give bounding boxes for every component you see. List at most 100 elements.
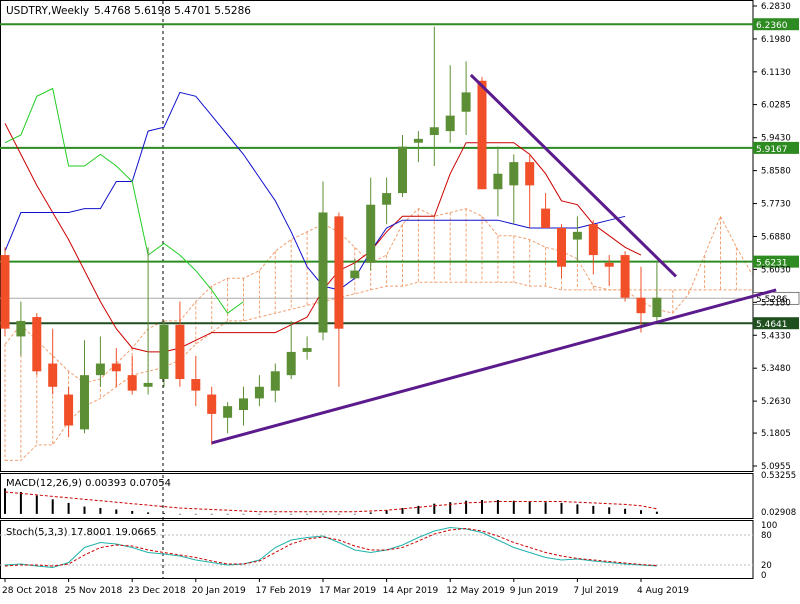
- macd-bar: [67, 502, 70, 514]
- macd-bar: [417, 505, 420, 514]
- candle-body: [143, 382, 153, 387]
- macd-bar: [608, 507, 611, 514]
- price-tick-label: 5.5180: [761, 298, 791, 308]
- macd-bar: [99, 508, 102, 514]
- macd-bar: [655, 511, 658, 514]
- macd-bar: [481, 500, 483, 514]
- candle-body: [620, 255, 630, 298]
- ohlc-label: 5.4768 5.6198 5.4701 5.5286: [94, 5, 251, 17]
- level-tag: [753, 141, 799, 154]
- macd-bar: [115, 509, 118, 514]
- macd-bar: [512, 500, 515, 514]
- candle-body: [572, 231, 582, 240]
- level-tag-label: 5.9167: [756, 145, 788, 155]
- candle-body: [191, 379, 201, 391]
- candle-body: [0, 255, 10, 329]
- macd-bar: [369, 512, 372, 514]
- macd-bar: [528, 501, 531, 514]
- candle-body: [398, 146, 407, 194]
- candle-body: [64, 394, 74, 426]
- macd-bar: [592, 505, 595, 514]
- price-tick-label: 5.2630: [761, 397, 791, 407]
- trendline: [211, 288, 777, 445]
- candle-body: [413, 138, 423, 143]
- time-tick-label: 23 Dec 2018: [128, 586, 186, 596]
- time-tick-label: 9 Jun 2019: [510, 586, 559, 596]
- macd-tick-label: 0.53255: [761, 471, 796, 481]
- macd-bar: [385, 510, 388, 514]
- time-tick-label: 28 Oct 2018: [2, 586, 58, 596]
- stoch-label: Stoch(5,3,3) 17.8001 19.0665: [6, 527, 157, 538]
- macd-bar: [258, 513, 261, 515]
- macd-bar: [131, 510, 134, 514]
- price-tick-label: 6.1980: [761, 35, 791, 45]
- candle-body: [239, 398, 248, 411]
- time-tick-label: 20 Jan 2019: [192, 586, 246, 596]
- candle-body: [334, 216, 344, 329]
- level-tag-label: 5.5286: [756, 295, 788, 305]
- candle-body: [636, 297, 646, 314]
- candle-body: [175, 324, 185, 380]
- macd-bar: [449, 502, 452, 514]
- macd-panel-frame: [0, 473, 754, 519]
- stoch-panel-frame: [0, 520, 754, 579]
- candle-body: [652, 297, 662, 318]
- candle-body: [541, 208, 551, 228]
- macd-bar: [624, 508, 627, 514]
- price-tick-label: 6.0285: [761, 101, 791, 111]
- stoch-tick-label: 0: [761, 571, 766, 581]
- symbol-label: USDTRY,Weekly: [6, 5, 89, 17]
- macd-bar: [226, 513, 229, 515]
- level-tag: [753, 317, 799, 330]
- candle-body: [48, 363, 58, 387]
- candle-body: [366, 204, 376, 263]
- candle-body: [80, 375, 89, 430]
- stoch-main-line: [4, 526, 657, 569]
- price-tick-label: 5.6030: [761, 265, 791, 275]
- macd-label: MACD(12,26,9) 0.00393 0.07054: [6, 478, 171, 489]
- candle-body: [477, 80, 487, 190]
- macd-bar: [210, 513, 213, 515]
- candle-body: [207, 394, 217, 414]
- macd-bar: [147, 512, 150, 514]
- candle-body: [95, 363, 105, 376]
- time-tick-label: 17 Mar 2019: [319, 586, 376, 596]
- candle-body: [111, 363, 121, 372]
- price-tick-label: 6.2830: [761, 2, 791, 12]
- candle-body: [525, 162, 535, 186]
- time-tick-label: 14 Apr 2019: [383, 586, 439, 596]
- candle-body: [16, 320, 26, 337]
- candle-body: [270, 371, 280, 391]
- candle-body: [32, 317, 42, 372]
- candle-body: [223, 406, 233, 418]
- level-tag: [753, 255, 799, 268]
- level-tag: [752, 291, 800, 305]
- candle-body: [557, 227, 566, 267]
- candle-body: [493, 173, 503, 190]
- candle-body: [350, 270, 360, 279]
- macd-bar: [306, 513, 309, 515]
- price-tick-label: 5.3480: [761, 364, 791, 374]
- time-tick-label: 12 May 2019: [446, 586, 505, 596]
- macd-bar: [496, 500, 499, 514]
- macd-bar: [83, 506, 86, 514]
- candle-body: [382, 193, 392, 205]
- macd-bar: [163, 513, 165, 514]
- candle-body: [429, 127, 439, 135]
- macd-bar: [194, 513, 197, 515]
- price-tick-label: 5.6880: [761, 232, 791, 242]
- macd-bar: [274, 513, 277, 515]
- cloud-span-a: [4, 207, 753, 384]
- macd-bar: [353, 513, 356, 515]
- candle-body: [318, 212, 328, 333]
- stoch-signal-line: [4, 527, 657, 567]
- macd-bar: [560, 502, 563, 514]
- main-panel-frame: [0, 0, 754, 472]
- macd-bar: [178, 513, 181, 515]
- macd-bar: [322, 513, 324, 515]
- macd-tick-label: 0.02908: [761, 508, 796, 518]
- macd-bar: [290, 513, 293, 515]
- macd-signal-line: [4, 491, 657, 513]
